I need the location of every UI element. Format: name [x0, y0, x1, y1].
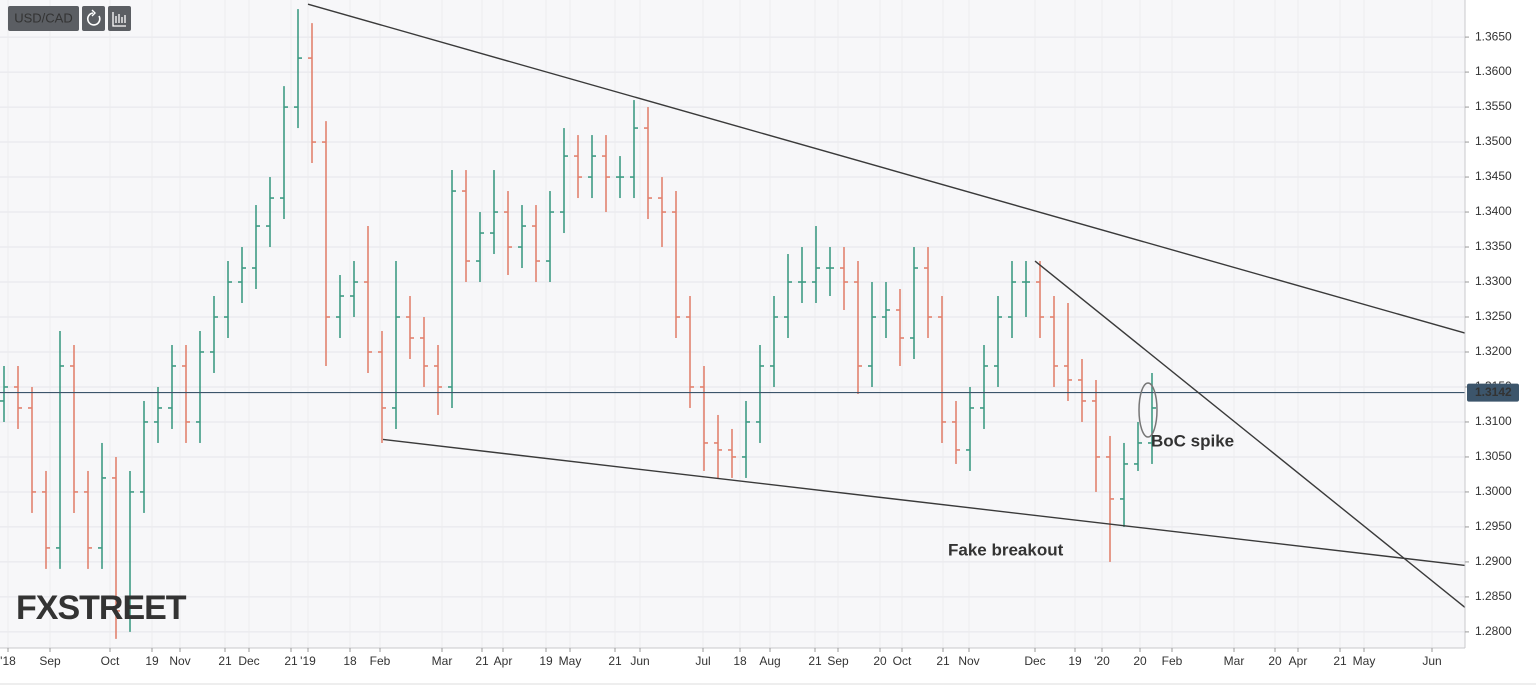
y-tick-label: 1.3600 [1475, 64, 1512, 78]
x-tick-label: '20 [1094, 654, 1110, 668]
symbol-box[interactable] [8, 6, 79, 31]
x-tick-label: Mar [1224, 654, 1245, 668]
x-tick-label: Nov [958, 654, 979, 668]
x-tick-label: Jul [695, 654, 710, 668]
x-tick-label: Jun [630, 654, 649, 668]
x-tick-label: 21 [1333, 654, 1347, 668]
x-tick-label: Aug [759, 654, 780, 668]
y-tick-label: 1.3400 [1475, 204, 1512, 218]
x-tick-label: 21 [284, 654, 298, 668]
chart-type-icon [112, 12, 126, 27]
x-tick-label: May [1353, 654, 1376, 668]
x-tick-label: 21 [218, 654, 232, 668]
y-tick-label: 1.3050 [1475, 449, 1512, 463]
x-tick-label: 18 [733, 654, 747, 668]
y-tick-label: 1.2850 [1475, 589, 1512, 603]
x-tick-label: Oct [893, 654, 912, 668]
trendline [1034, 260, 1466, 608]
y-tick-label: 1.3250 [1475, 309, 1512, 323]
x-tick-label: Apr [1289, 654, 1308, 668]
x-tick-label: Feb [370, 654, 391, 668]
x-tick-label: '18 [0, 654, 16, 668]
marks [0, 3, 1466, 639]
x-tick-label: Sep [39, 654, 61, 668]
y-tick-label: 1.2950 [1475, 519, 1512, 533]
x-tick-label: Jun [1422, 654, 1441, 668]
last-price-box [1467, 383, 1519, 402]
refresh-icon [86, 12, 101, 26]
x-tick-label: 21 [808, 654, 822, 668]
y-tick-label: 1.2900 [1475, 554, 1512, 568]
y-tick-label: 1.3350 [1475, 239, 1512, 253]
x-tick-label: 20 [873, 654, 887, 668]
symbol-label[interactable]: USD/CAD [14, 10, 73, 25]
x-tick-label: 21 [608, 654, 622, 668]
refresh-button[interactable] [82, 6, 105, 31]
x-tick-label: 21 [936, 654, 950, 668]
watermark: FXSTREET [16, 589, 187, 627]
x-tick-label: Nov [169, 654, 190, 668]
plot-area [0, 0, 1465, 648]
y-tick-label: 1.3550 [1475, 99, 1512, 113]
x-tick-label: 21 [475, 654, 489, 668]
x-tick-label: '19 [300, 654, 316, 668]
x-tick-label: Mar [432, 654, 453, 668]
y-tick-label: 1.3000 [1475, 484, 1512, 498]
x-tick-label: Apr [494, 654, 513, 668]
last-price-label: 1.3142 [1475, 385, 1512, 399]
y-tick-label: 1.3100 [1475, 414, 1512, 428]
x-tick-label: May [559, 654, 582, 668]
y-tick-label: 1.3200 [1475, 344, 1512, 358]
annotation-ellipse [1138, 382, 1158, 438]
x-tick-label: 20 [1268, 654, 1282, 668]
x-tick-label: Feb [1162, 654, 1183, 668]
x-tick-label: Dec [238, 654, 259, 668]
y-tick-label: 1.2800 [1475, 624, 1512, 638]
grid [0, 0, 1465, 648]
x-tick-label: Dec [1024, 654, 1045, 668]
x-tick-label: Oct [101, 654, 120, 668]
x-tick-label: 19 [1068, 654, 1082, 668]
x-tick-label: 19 [539, 654, 553, 668]
annotation: Fake breakout [948, 540, 1064, 559]
x-tick-label: 20 [1133, 654, 1147, 668]
y-tick-label: 1.3300 [1475, 274, 1512, 288]
trendline [382, 438, 1466, 567]
y-tick-label: 1.3450 [1475, 169, 1512, 183]
trendline [307, 3, 1466, 334]
y-tick-label: 1.3500 [1475, 134, 1512, 148]
y-tick-label: 1.3650 [1475, 29, 1512, 43]
x-tick-label: 19 [145, 654, 159, 668]
x-tick-label: 18 [343, 654, 357, 668]
x-tick-label: Sep [827, 654, 849, 668]
annotation: BoC spike [1151, 431, 1234, 450]
refresh-arrow [91, 9, 96, 17]
